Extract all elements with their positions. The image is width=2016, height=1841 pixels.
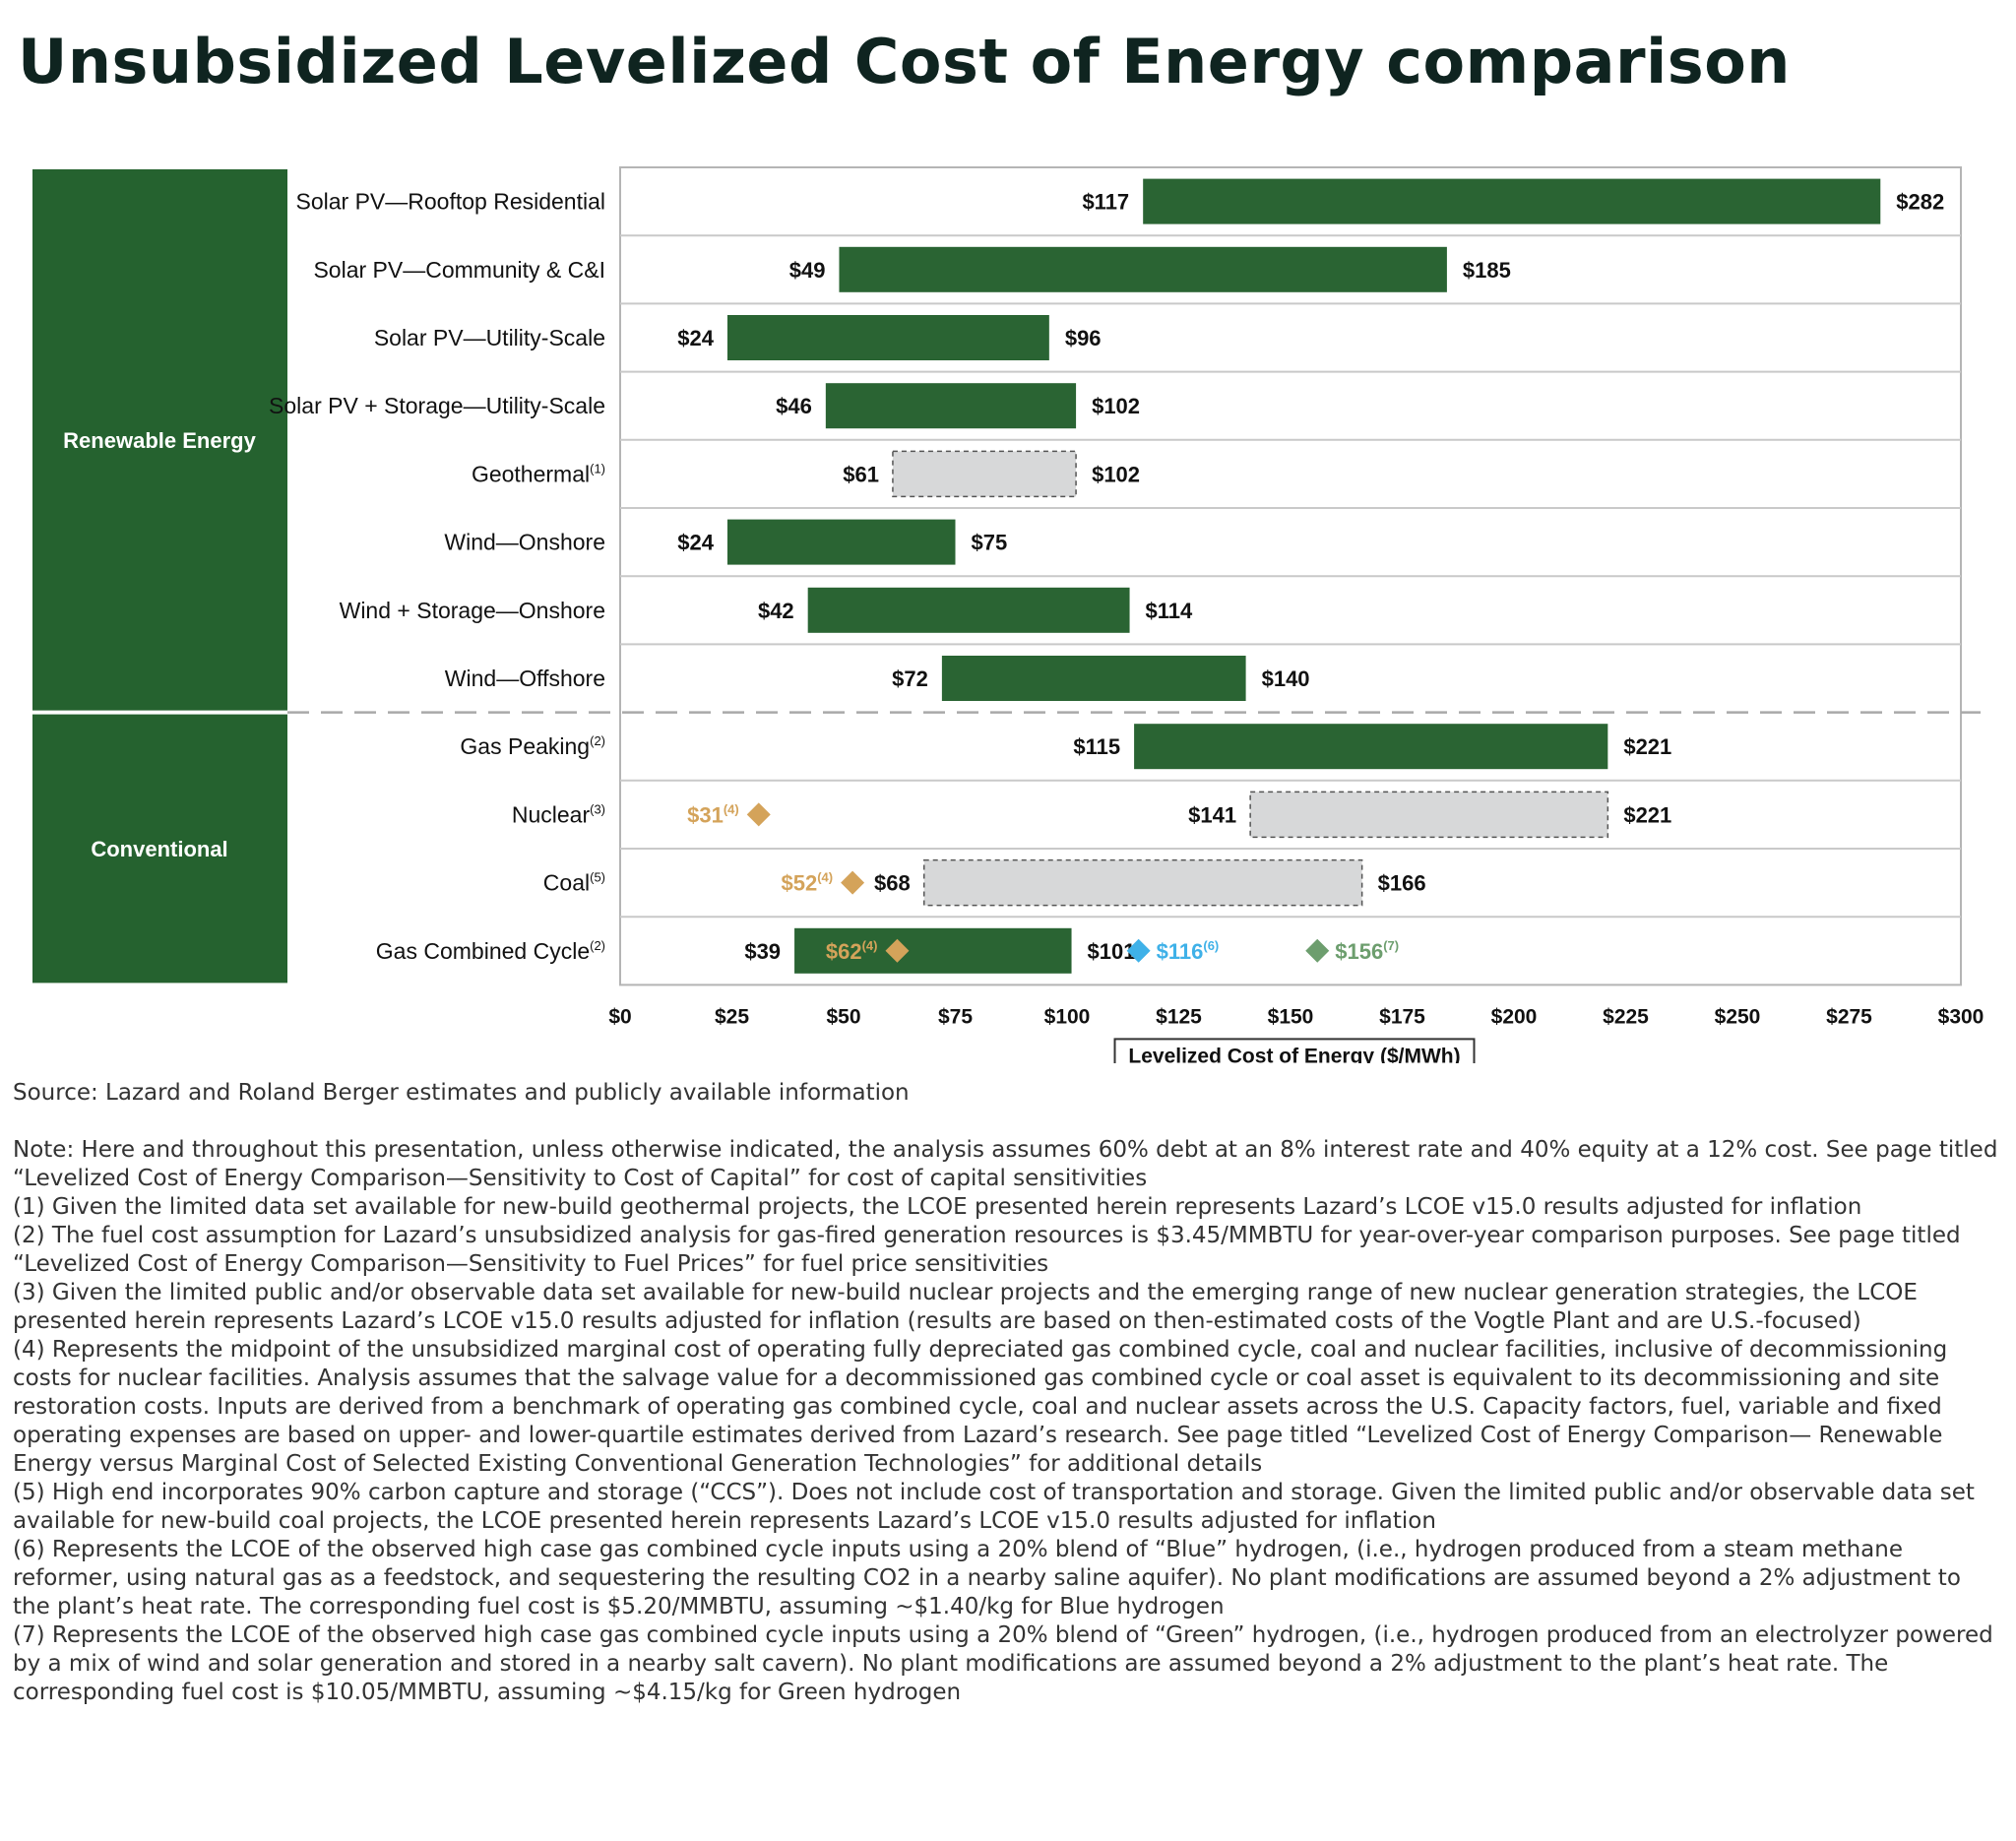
footnote: (2) The fuel cost assumption for Lazard’… bbox=[13, 1223, 1961, 1277]
high-value-label: $102 bbox=[1092, 394, 1140, 418]
x-tick-label: $300 bbox=[1938, 1005, 1984, 1028]
low-value-label: $115 bbox=[1073, 734, 1120, 759]
x-tick-label: $275 bbox=[1826, 1005, 1872, 1028]
low-value-label: $24 bbox=[677, 326, 714, 350]
group-panel bbox=[32, 169, 287, 711]
range-bar-estimate bbox=[1249, 791, 1609, 839]
group-panel bbox=[32, 714, 287, 984]
x-tick-label: $50 bbox=[826, 1005, 860, 1028]
footnote: (4) Represents the midpoint of the unsub… bbox=[13, 1337, 1948, 1477]
x-axis-title-box bbox=[1113, 1038, 1476, 1063]
low-value-label: $72 bbox=[892, 667, 928, 691]
low-value-label: $46 bbox=[776, 394, 812, 418]
general-note: Note: Here and throughout this presentat… bbox=[13, 1137, 1998, 1191]
notes-list: Note: Here and throughout this presentat… bbox=[13, 1136, 2003, 1707]
high-value-label: $166 bbox=[1378, 871, 1426, 896]
marker-label: $31(4) bbox=[687, 801, 739, 827]
range-bar bbox=[726, 519, 956, 565]
range-bar bbox=[807, 587, 1130, 633]
marker-label: $62(4) bbox=[826, 938, 878, 964]
low-value-label: $39 bbox=[744, 939, 781, 964]
category-label: Wind + Storage—Onshore bbox=[340, 598, 605, 623]
high-value-label: $140 bbox=[1262, 667, 1310, 691]
category-label: Solar PV + Storage—Utility-Scale bbox=[269, 393, 605, 418]
category-label: Coal(5) bbox=[543, 870, 605, 896]
range-bar-estimate bbox=[892, 450, 1077, 498]
x-tick-label: $225 bbox=[1603, 1005, 1649, 1028]
footnote: (1) Given the limited data set available… bbox=[13, 1194, 1862, 1220]
category-label: Nuclear(3) bbox=[512, 801, 605, 827]
diamond-marker bbox=[1126, 938, 1151, 963]
marker-label: $52(4) bbox=[781, 870, 833, 896]
group-label: Conventional bbox=[91, 837, 227, 861]
x-tick-label: $100 bbox=[1044, 1005, 1091, 1028]
range-bar-estimate bbox=[922, 858, 1363, 907]
high-value-label: $96 bbox=[1065, 326, 1102, 350]
source-note: Source: Lazard and Roland Berger estimat… bbox=[13, 1080, 910, 1106]
low-value-label: $61 bbox=[843, 462, 879, 486]
low-value-label: $141 bbox=[1188, 802, 1236, 827]
category-label: Geothermal(1) bbox=[472, 461, 605, 486]
high-value-label: $282 bbox=[1896, 190, 1944, 215]
range-bar bbox=[1143, 178, 1881, 224]
category-label: Wind—Onshore bbox=[444, 530, 605, 555]
range-bar bbox=[794, 927, 1072, 974]
category-label: Gas Peaking(2) bbox=[460, 733, 605, 759]
footnote: (7) Represents the LCOE of the observed … bbox=[13, 1622, 1993, 1705]
diamond-marker bbox=[885, 938, 910, 963]
lcoe-range-chart: Renewable Energy Conventional Solar PV—Roo… bbox=[32, 166, 1984, 1063]
x-tick-label: $175 bbox=[1379, 1005, 1425, 1028]
low-value-label: $42 bbox=[758, 599, 794, 623]
x-tick-label: $75 bbox=[938, 1005, 973, 1028]
low-value-label: $49 bbox=[789, 258, 826, 283]
x-tick-label: $0 bbox=[608, 1005, 631, 1028]
footnote: (5) High end incorporates 90% carbon cap… bbox=[13, 1480, 1975, 1534]
x-tick-label: $200 bbox=[1491, 1005, 1538, 1028]
high-value-label: $114 bbox=[1146, 599, 1193, 623]
x-tick-label: $125 bbox=[1156, 1005, 1202, 1028]
diamond-marker bbox=[746, 802, 771, 827]
x-tick-label: $250 bbox=[1715, 1005, 1761, 1028]
range-bar bbox=[1134, 724, 1608, 770]
high-value-label: $221 bbox=[1623, 734, 1671, 759]
marker-label: $156(7) bbox=[1335, 938, 1399, 964]
category-label: Solar PV—Community & C&I bbox=[313, 257, 605, 283]
range-bar bbox=[726, 315, 1049, 360]
marker-label: $116(6) bbox=[1157, 938, 1220, 964]
high-value-label: $75 bbox=[972, 531, 1008, 555]
low-value-label: $117 bbox=[1082, 190, 1129, 215]
footnotes: Source: Lazard and Roland Berger estimat… bbox=[13, 1079, 2003, 1707]
low-value-label: $68 bbox=[874, 871, 911, 896]
range-bar bbox=[825, 383, 1077, 429]
low-value-label: $24 bbox=[677, 531, 714, 555]
diamond-marker bbox=[1305, 938, 1330, 963]
footnote: (6) Represents the LCOE of the observed … bbox=[13, 1537, 1961, 1619]
x-tick-label: $25 bbox=[715, 1005, 749, 1028]
high-value-label: $185 bbox=[1463, 258, 1511, 283]
x-axis-title: Levelized Cost of Energy ($/MWh) bbox=[1128, 1045, 1460, 1063]
category-label: Solar PV—Rooftop Residential bbox=[296, 189, 606, 215]
x-tick-label: $150 bbox=[1268, 1005, 1314, 1028]
category-label: Solar PV—Utility-Scale bbox=[374, 325, 605, 350]
range-bar bbox=[839, 246, 1447, 292]
high-value-label: $102 bbox=[1092, 462, 1140, 486]
range-bar bbox=[941, 656, 1246, 701]
category-label: Gas Combined Cycle(2) bbox=[376, 938, 605, 964]
footnote: (3) Given the limited public and/or obse… bbox=[13, 1280, 1918, 1334]
diamond-marker bbox=[841, 870, 865, 895]
page-title: Unsubsidized Levelized Cost of Energy co… bbox=[18, 26, 1791, 97]
category-label: Wind—Offshore bbox=[445, 666, 605, 691]
group-label: Renewable Energy bbox=[63, 428, 256, 453]
high-value-label: $221 bbox=[1623, 802, 1671, 827]
